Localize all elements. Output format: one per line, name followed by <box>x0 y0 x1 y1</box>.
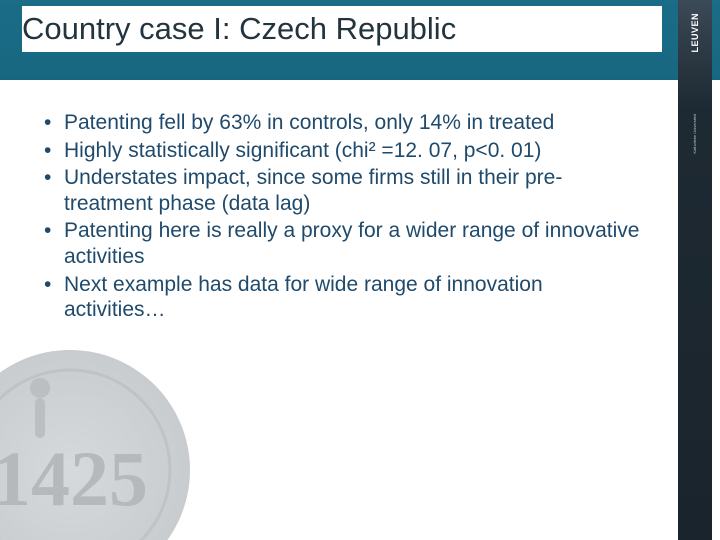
bullet-item: Next example has data for wide range of … <box>40 272 640 323</box>
seal-watermark: 1425 <box>0 340 200 540</box>
slide-title: Country case I: Czech Republic <box>22 6 662 52</box>
logo-main-text: LEUVEN <box>691 13 700 53</box>
bullet-item: Understates impact, since some firms sti… <box>40 165 640 216</box>
slide: 1425 Country case I: Czech Republic LEUV… <box>0 0 720 540</box>
content-area: Patenting fell by 63% in controls, only … <box>40 110 640 325</box>
bullet-list: Patenting fell by 63% in controls, only … <box>40 110 640 323</box>
logo-sub-text: Katholieke Universiteit <box>693 114 697 154</box>
logo-strip: LEUVEN Katholieke Universiteit <box>678 0 712 540</box>
svg-text:1425: 1425 <box>0 435 148 522</box>
bullet-item: Patenting here is really a proxy for a w… <box>40 218 640 269</box>
bullet-item: Patenting fell by 63% in controls, only … <box>40 110 640 136</box>
bullet-item: Highly statistically significant (chi² =… <box>40 138 640 164</box>
logo: LEUVEN <box>680 6 710 60</box>
